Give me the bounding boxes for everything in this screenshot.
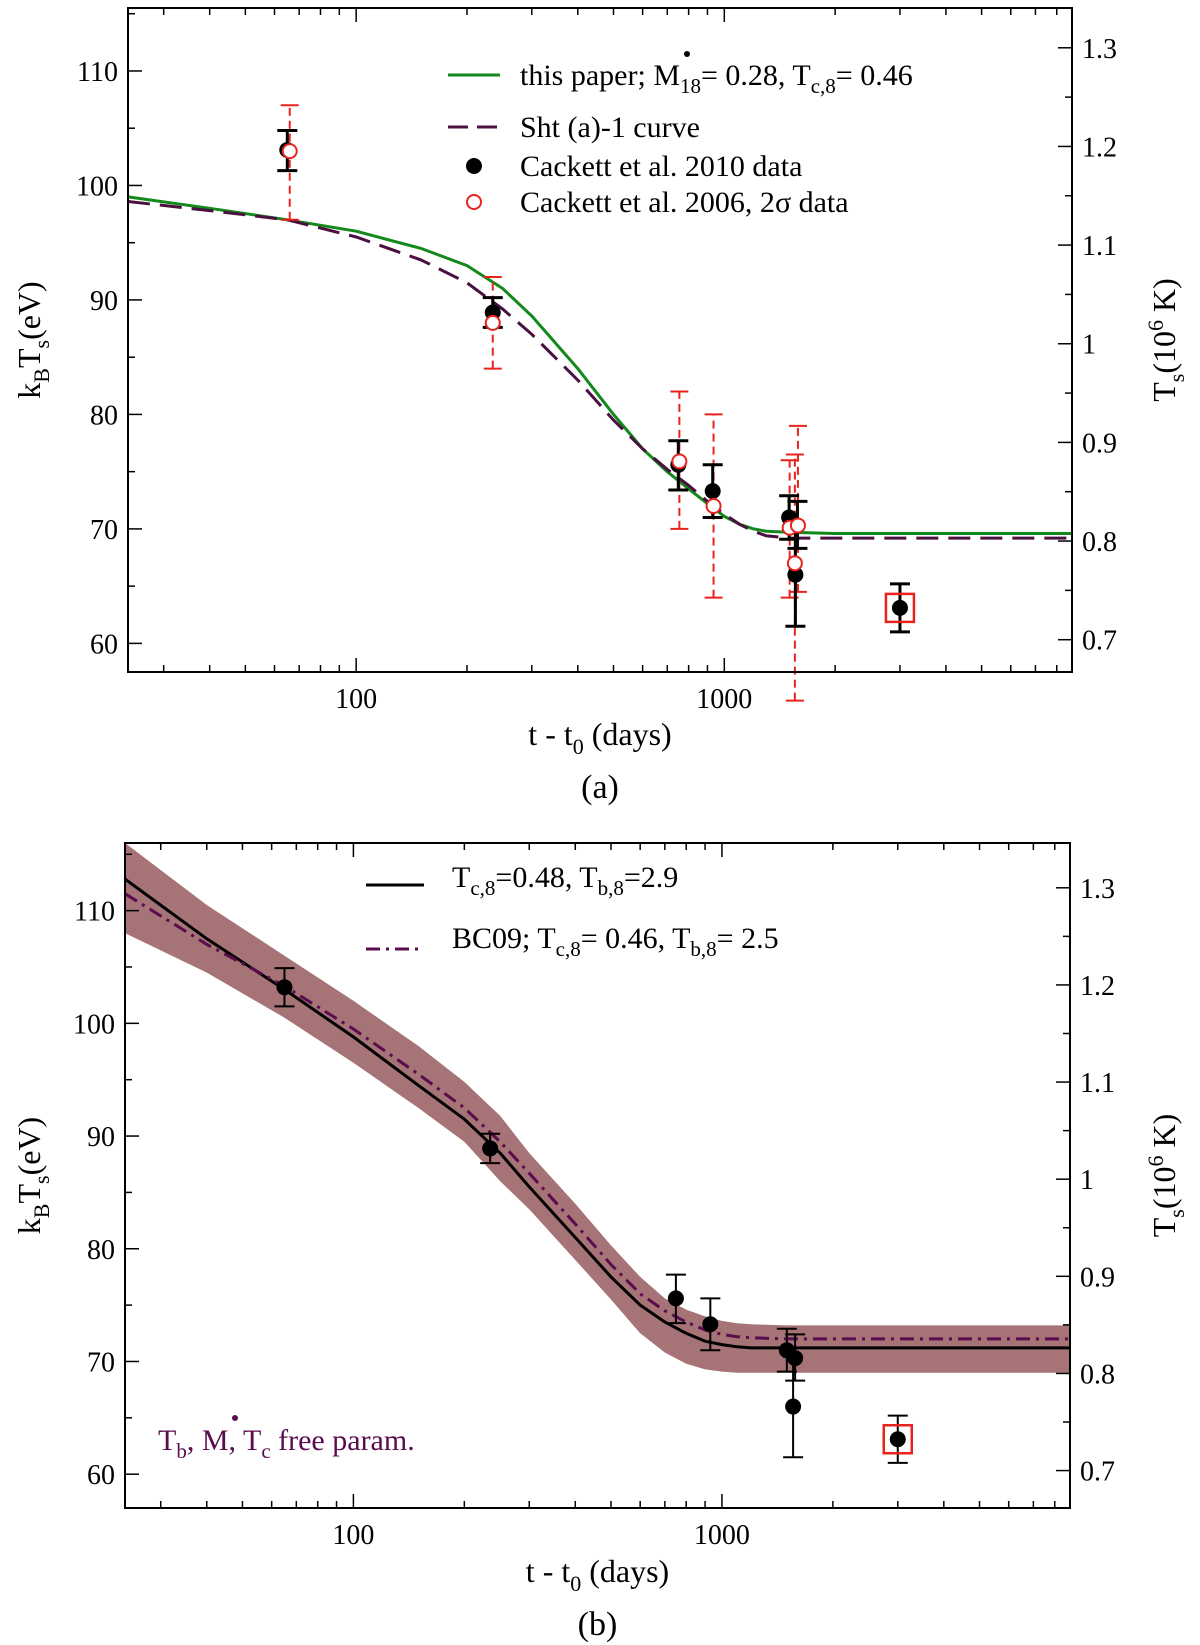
panel-b-series-black-solid bbox=[124, 877, 1070, 1350]
panel-b-y2-tick-label: 1.3 bbox=[1080, 874, 1115, 905]
panel-b-data-point-2010 bbox=[702, 1316, 719, 1333]
panel-a-data-point-2006 bbox=[786, 555, 803, 572]
panel-b-data-point-2010 bbox=[787, 1350, 804, 1367]
panel-b-y-axis-label: kBTs(eV) bbox=[11, 1117, 54, 1234]
panel-b-y-tick-label: 100 bbox=[73, 1009, 115, 1040]
free-parameters-annotation: Tb, M, Tc free param. bbox=[158, 1424, 415, 1463]
legend-black-model-text: Tc,8=0.48, Tb,8=2.9 bbox=[452, 861, 678, 900]
panel-b-y-tick-label: 110 bbox=[74, 897, 115, 928]
panel-a-y2-tick-label: 0.7 bbox=[1082, 626, 1117, 657]
panel-b-y2-tick-label: 0.8 bbox=[1080, 1359, 1115, 1390]
panel-a-x-tick-label: 1000 bbox=[696, 684, 752, 715]
panel-a-y2-axis-label: Ts(106 K) bbox=[1143, 278, 1189, 402]
panel-a-data-point-2006 bbox=[789, 517, 806, 534]
panel-a-y2-tick-label: 0.8 bbox=[1082, 527, 1117, 558]
panel-a-data-point-2010 bbox=[704, 483, 721, 500]
panel-a-data-point-2010 bbox=[891, 599, 908, 616]
panel-a-y-axis-label: kBTs(eV) bbox=[11, 281, 54, 398]
panel-a-data-point-2006 bbox=[484, 314, 501, 331]
legend-green-text: this paper; M18= 0.28, Tc,8= 0.46 bbox=[520, 59, 913, 98]
panel-b-panel-label: (b) bbox=[578, 1606, 618, 1643]
panel-b-y2-tick-label: 1.1 bbox=[1080, 1068, 1115, 1099]
panel-a-x-tick-label: 100 bbox=[335, 684, 377, 715]
panel-b-y2-axis-label: Ts(106 K) bbox=[1143, 1114, 1189, 1238]
panel-b-uncertainty-band bbox=[125, 843, 1070, 1373]
panel-a-y2-tick-label: 1 bbox=[1082, 330, 1096, 361]
panel-b-y-tick-label: 70 bbox=[87, 1347, 115, 1378]
panel-b-x-tick-label: 1000 bbox=[694, 1520, 750, 1551]
panel-a-x-axis-label: t - t0 (days) bbox=[528, 716, 671, 759]
legend-black-text: Cackett et al. 2010 data bbox=[520, 150, 802, 183]
panel-b-data-point-2010 bbox=[667, 1290, 684, 1307]
panel-a-data-point-2006 bbox=[705, 498, 722, 514]
panel-b-y2-tick-label: 0.7 bbox=[1080, 1457, 1115, 1488]
panel-a-data-point-2006 bbox=[281, 143, 298, 160]
legend-purple-model-text: BC09; Tc,8= 0.46, Tb,8= 2.5 bbox=[452, 922, 779, 961]
panel-a-y-tick-label: 110 bbox=[77, 57, 118, 88]
legend-black-marker bbox=[466, 158, 482, 174]
panel-b-y2-tick-label: 1 bbox=[1080, 1165, 1094, 1196]
panel-b-y-tick-label: 60 bbox=[87, 1460, 115, 1491]
panel-a-highlight-box bbox=[884, 592, 916, 624]
panel-b-y-tick-label: 90 bbox=[87, 1122, 115, 1153]
panel-b-data-point-2010 bbox=[785, 1398, 802, 1415]
legend-purple-text: Sht (a)-1 curve bbox=[520, 111, 700, 144]
panel-a-y-tick-label: 90 bbox=[90, 286, 118, 317]
legend-red-text: Cackett et al. 2006, 2σ data bbox=[520, 186, 849, 219]
panel-b-x-tick-label: 100 bbox=[332, 1520, 374, 1551]
panel-b-data-point-2010 bbox=[889, 1431, 906, 1448]
panel-a-plot-frame bbox=[127, 7, 1073, 673]
panel-a-y-tick-label: 70 bbox=[90, 515, 118, 546]
panel-a-y-tick-label: 100 bbox=[76, 171, 118, 202]
panel-b-y2-tick-label: 1.2 bbox=[1080, 971, 1115, 1002]
panel-b-highlight-box bbox=[882, 1423, 914, 1455]
panel-a: 100 1000 60 70 80 90 100 110 0.7 0.8 0.9 1 1.1 1.2 1.3… bbox=[11, 7, 1189, 806]
panel-a-data-point-2006 bbox=[671, 453, 688, 470]
panel-b: 100 1000 60 70 80 90 100 110 0.7 0.8 0.9 1 1.1 1.2 1.3… bbox=[11, 842, 1189, 1643]
panel-a-y-tick-label: 60 bbox=[90, 629, 118, 660]
panel-b-data-point-2010 bbox=[276, 979, 293, 996]
panel-a-panel-label: (a) bbox=[581, 769, 619, 806]
mdot-dot-b bbox=[232, 1415, 238, 1421]
mdot-dot-a bbox=[684, 51, 690, 57]
panel-b-x-axis-label: t - t0 (days) bbox=[526, 1553, 669, 1596]
panel-a-y2-tick-label: 1.3 bbox=[1082, 34, 1117, 65]
panel-b-data-point-2010 bbox=[482, 1140, 499, 1157]
legend-a: this paper; M18= 0.28, Tc,8= 0.46 Sht (a… bbox=[448, 51, 913, 219]
panel-b-y2-tick-label: 0.9 bbox=[1080, 1262, 1115, 1293]
panel-b-series-purple-dashdot bbox=[124, 892, 1070, 1341]
panel-a-y2-tick-label: 1.1 bbox=[1082, 231, 1117, 262]
panel-a-series-green-solid bbox=[127, 195, 1072, 535]
panel-a-y2-tick-label: 1.2 bbox=[1082, 132, 1117, 163]
panel-a-y-tick-label: 80 bbox=[90, 400, 118, 431]
legend-red-marker bbox=[466, 194, 482, 210]
panel-a-y2-tick-label: 0.9 bbox=[1082, 428, 1117, 459]
panel-b-y-tick-label: 80 bbox=[87, 1235, 115, 1266]
panel-a-series-purple-dashed bbox=[127, 200, 1072, 540]
legend-b: Tc,8=0.48, Tb,8=2.9 BC09; Tc,8= 0.46, Tb… bbox=[158, 861, 779, 1463]
panel-b-plot-frame bbox=[124, 842, 1071, 1509]
panel-a-data-point-2010 bbox=[787, 566, 804, 583]
